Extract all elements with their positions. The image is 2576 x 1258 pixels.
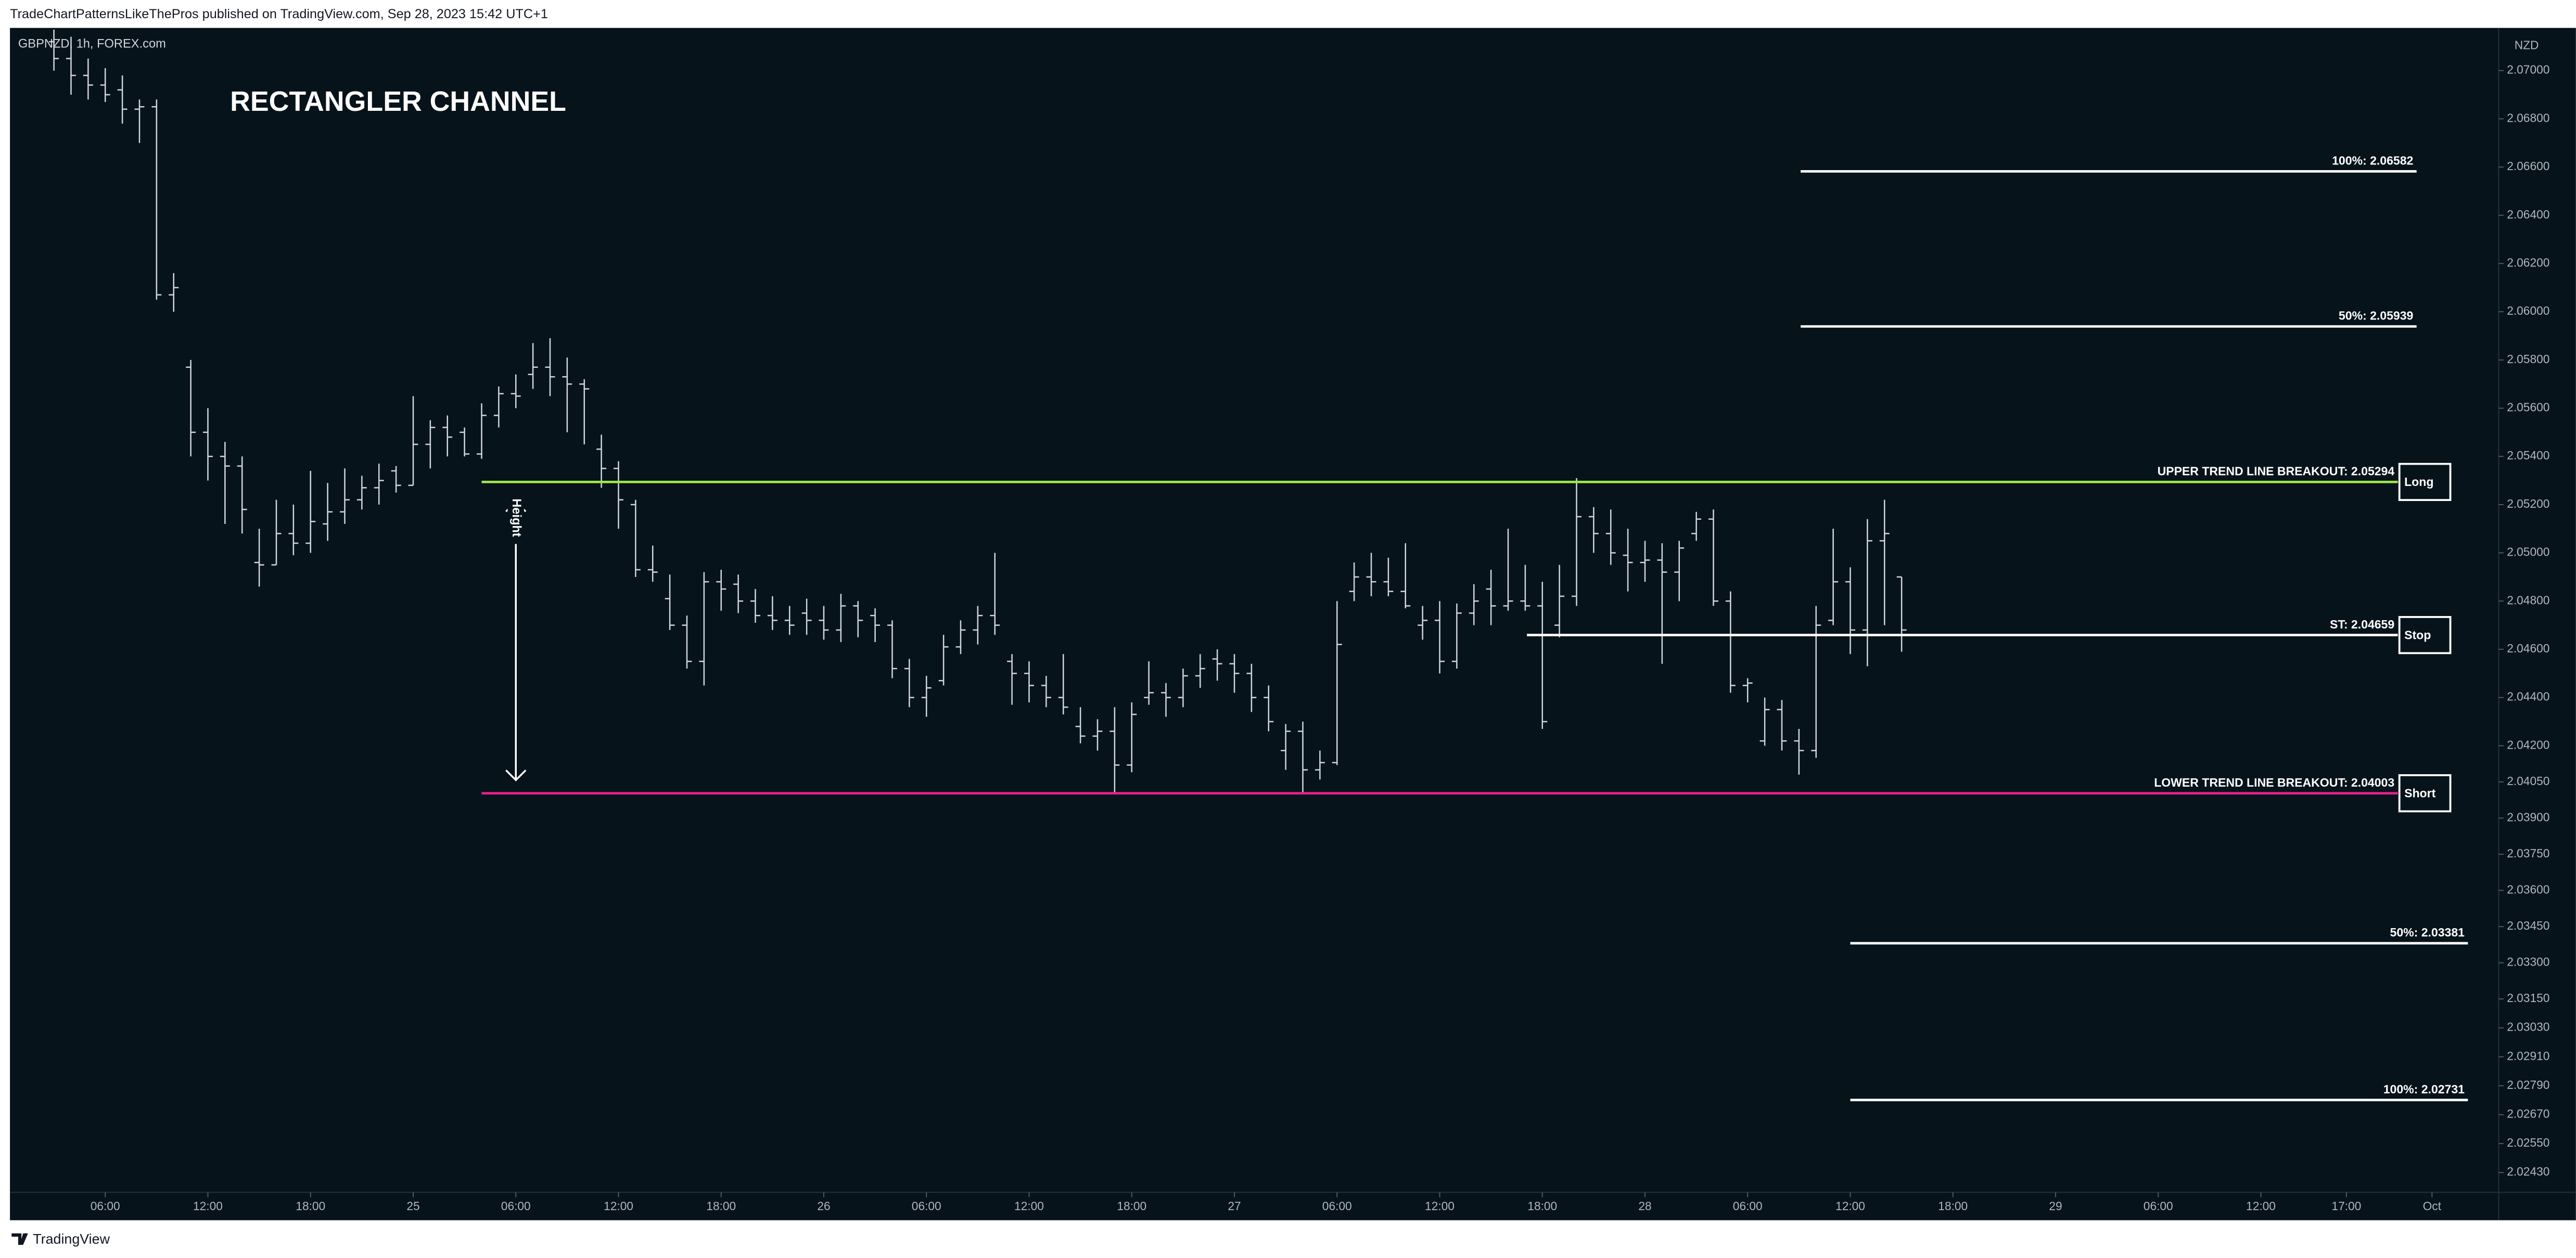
- x-tick-label: 12:00: [193, 1199, 223, 1213]
- y-tick-label: 2.05600: [2507, 401, 2549, 414]
- x-tick-label: 06:00: [1322, 1199, 1352, 1213]
- level-box: [2398, 774, 2452, 813]
- y-tick-label: 2.03600: [2507, 882, 2549, 896]
- y-tick-label: 2.06400: [2507, 208, 2549, 221]
- level-label: 100%: 2.06582: [2332, 154, 2413, 168]
- x-tick-label: 12:00: [604, 1199, 633, 1213]
- y-tick-label: 2.04600: [2507, 641, 2549, 655]
- x-tick-label: 18:00: [1527, 1199, 1557, 1213]
- level-box-label: Long: [2404, 475, 2433, 489]
- x-tick-label: 18:00: [1938, 1199, 1968, 1213]
- y-tick-label: 2.06600: [2507, 159, 2549, 173]
- y-tick-label: 2.04400: [2507, 690, 2549, 703]
- level-label: 50%: 2.05939: [2339, 309, 2413, 323]
- y-tick-label: 2.02670: [2507, 1107, 2549, 1120]
- height-label: Height: [509, 498, 523, 537]
- level-box-label: Stop: [2404, 628, 2431, 641]
- y-tick-label: 2.03900: [2507, 810, 2549, 824]
- level-label: 100%: 2.02731: [2383, 1082, 2465, 1096]
- x-tick-label: 29: [2049, 1199, 2062, 1213]
- y-tick-label: 2.03150: [2507, 991, 2549, 1005]
- x-tick-label: 26: [817, 1199, 830, 1213]
- x-tick-label: 06:00: [91, 1199, 120, 1213]
- y-tick-label: 2.05200: [2507, 497, 2549, 510]
- height-label-bg: [507, 491, 525, 544]
- level-box-label: Short: [2404, 786, 2435, 800]
- x-tick-label: 12:00: [1014, 1199, 1044, 1213]
- y-tick-label: 2.03750: [2507, 846, 2549, 860]
- level-box: [2398, 463, 2452, 501]
- x-tick-label: 18:00: [1117, 1199, 1146, 1213]
- x-tick-label: 12:00: [2246, 1199, 2276, 1213]
- level-label: LOWER TREND LINE BREAKOUT: 2.04003: [2154, 776, 2394, 789]
- y-tick-label: 2.04800: [2507, 593, 2549, 607]
- y-tick-label: 2.04050: [2507, 774, 2549, 788]
- x-tick-label: 12:00: [1425, 1199, 1455, 1213]
- y-tick-label: 2.03030: [2507, 1020, 2549, 1034]
- y-tick-label: 2.05000: [2507, 545, 2549, 559]
- x-tick-label: 28: [1638, 1199, 1651, 1213]
- y-tick-label: 2.03450: [2507, 919, 2549, 932]
- y-tick-label: 2.06000: [2507, 304, 2549, 317]
- level-label: 50%: 2.03381: [2390, 926, 2465, 939]
- y-tick-label: 2.03300: [2507, 955, 2549, 969]
- y-tick-label: 2.06800: [2507, 111, 2549, 124]
- currency-label: NZD: [2515, 38, 2539, 52]
- symbol-info: GBPNZD, 1h, FOREX.com: [18, 37, 166, 50]
- y-tick-label: 2.04200: [2507, 738, 2549, 751]
- x-tick-label: 06:00: [501, 1199, 531, 1213]
- x-tick-label: 18:00: [296, 1199, 325, 1213]
- x-tick-label: 17:00: [2331, 1199, 2361, 1213]
- x-tick-label: 12:00: [1835, 1199, 1865, 1213]
- y-tick-label: 2.05800: [2507, 352, 2549, 366]
- x-tick-label: 25: [406, 1199, 419, 1213]
- x-tick-label: 06:00: [912, 1199, 941, 1213]
- level-box: [2398, 616, 2452, 654]
- publish-header: TradeChartPatternsLikeThePros published …: [10, 7, 548, 21]
- level-label: ST: 2.04659: [2330, 618, 2394, 631]
- y-tick-label: 2.02790: [2507, 1078, 2549, 1092]
- y-tick-label: 2.02550: [2507, 1136, 2549, 1149]
- x-tick-label: Oct: [2423, 1199, 2442, 1213]
- y-tick-label: 2.02910: [2507, 1049, 2549, 1062]
- tradingview-logo: TradingView: [11, 1231, 110, 1247]
- x-tick-label: 06:00: [1733, 1199, 1763, 1213]
- level-label: UPPER TREND LINE BREAKOUT: 2.05294: [2158, 465, 2395, 478]
- y-tick-label: 2.02430: [2507, 1165, 2549, 1178]
- y-tick-label: 2.06200: [2507, 255, 2549, 269]
- x-tick-label: 27: [1228, 1199, 1241, 1213]
- footer-brand: TradingView: [33, 1231, 110, 1247]
- x-tick-label: 18:00: [706, 1199, 736, 1213]
- y-tick-label: 2.07000: [2507, 63, 2549, 76]
- y-tick-label: 2.05400: [2507, 448, 2549, 462]
- x-tick-label: 06:00: [2144, 1199, 2173, 1213]
- chart-title: RECTANGLER CHANNEL: [230, 86, 566, 117]
- chart-background: [10, 28, 2576, 1221]
